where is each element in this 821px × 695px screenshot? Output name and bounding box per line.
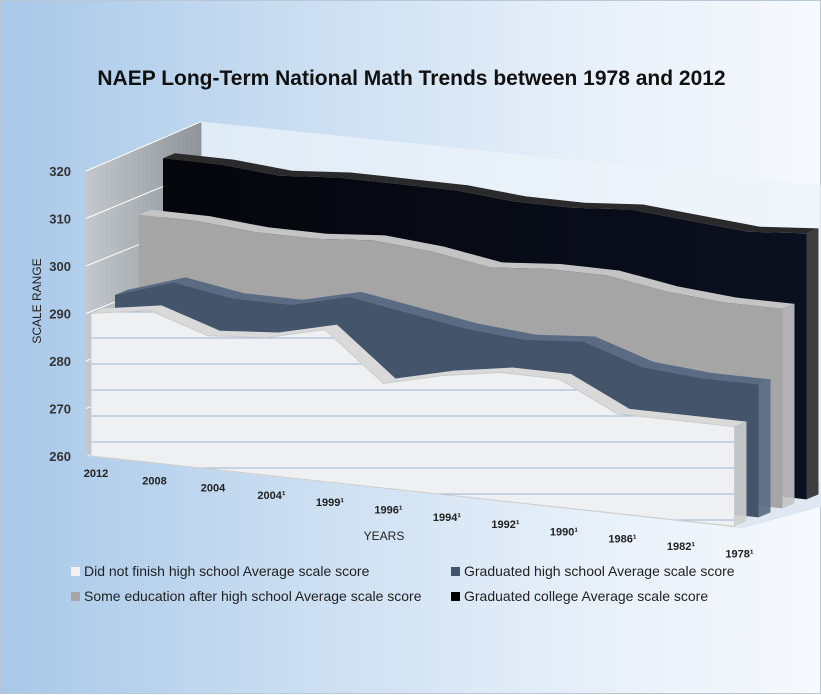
legend-swatch xyxy=(451,592,460,601)
legend-item-1: Graduated high school Average scale scor… xyxy=(451,563,735,579)
legend-item-3: Graduated college Average scale score xyxy=(451,588,708,604)
x-tick-label: 2012 xyxy=(84,468,108,480)
x-tick-label: 1996¹ xyxy=(374,505,402,517)
y-tick-label: 290 xyxy=(49,307,71,322)
x-tick-label: 2008 xyxy=(142,475,166,487)
x-tick-label: 1986¹ xyxy=(608,534,636,546)
legend-label: Graduated college Average scale score xyxy=(464,588,708,604)
y-tick-label: 270 xyxy=(49,402,71,417)
x-axis-label: YEARS xyxy=(364,529,405,543)
x-tick-label: 2004¹ xyxy=(257,490,285,502)
x-tick-label: 1992¹ xyxy=(491,519,519,531)
x-tick-label: 1999¹ xyxy=(316,497,344,509)
y-tick-label: 320 xyxy=(49,164,71,179)
legend-item-0: Did not finish high school Average scale… xyxy=(71,563,369,579)
series-2-side xyxy=(783,304,795,509)
series-3-side xyxy=(807,228,819,499)
series-0-side xyxy=(735,422,747,527)
legend-swatch xyxy=(71,567,80,576)
x-tick-label: 1978¹ xyxy=(725,548,753,560)
y-axis-label: SCALE RANGE xyxy=(30,258,44,343)
x-tick-label: 1994¹ xyxy=(433,512,461,524)
legend-swatch xyxy=(71,592,80,601)
legend-item-2: Some education after high school Average… xyxy=(71,588,422,604)
x-tick-label: 1990¹ xyxy=(550,526,578,538)
x-tick-label: 2004 xyxy=(201,483,226,495)
legend-label: Graduated high school Average scale scor… xyxy=(464,563,735,579)
x-tick-label: 1982¹ xyxy=(667,541,695,553)
legend-label: Some education after high school Average… xyxy=(84,588,422,604)
series-1-side xyxy=(759,379,771,517)
legend-swatch xyxy=(451,567,460,576)
y-tick-label: 280 xyxy=(49,354,71,369)
y-tick-label: 310 xyxy=(49,212,71,227)
y-tick-label: 300 xyxy=(49,259,71,274)
legend-label: Did not finish high school Average scale… xyxy=(84,563,369,579)
y-tick-label: 260 xyxy=(49,449,71,464)
